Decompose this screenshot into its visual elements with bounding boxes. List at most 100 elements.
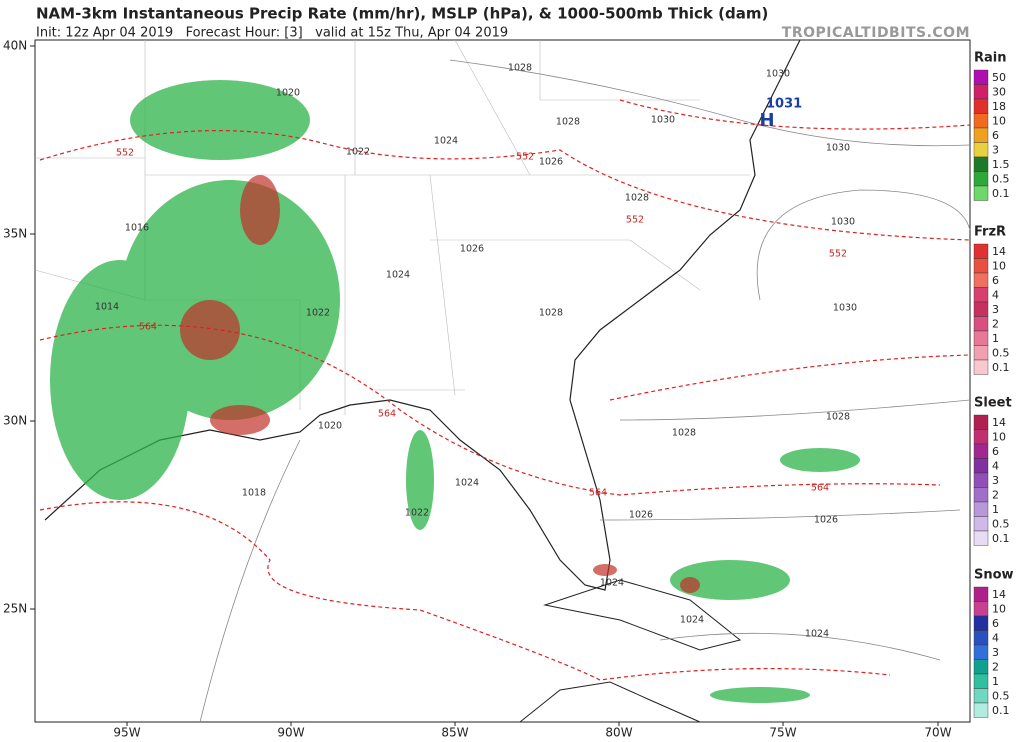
legend-swatch [973,487,989,503]
isobars [199,59,971,723]
thickness-line [39,324,941,496]
legend-level: 14 [992,416,1006,429]
thickness-label: 564 [589,488,607,499]
legend-level: 14 [992,245,1006,258]
legend-swatch [973,630,989,646]
isobar [659,632,941,661]
lat-label: 40N [3,39,27,53]
high-marker: H [759,110,774,131]
map-labels: 40N 35N 30N 25N 95W 90W 85W 80W 75W 70W 1028 1030 10… [3,39,952,740]
legend-swatch [973,142,989,158]
legend-level: 1 [992,503,999,516]
isobar-label: 1026 [629,510,653,521]
legend-swatch [973,272,989,288]
lon-label: 75W [769,726,796,740]
legend-swatch [973,185,989,201]
legend-level: 3 [992,474,999,487]
legend-level: 3 [992,303,999,316]
legend-swatch [973,359,989,375]
thickness-lines [39,99,971,681]
legend-level: 0.1 [992,704,1010,717]
legend-level: 6 [992,274,999,287]
legend-swatch [973,429,989,445]
legend-swatch [973,586,989,602]
legend-swatch [973,659,989,675]
thickness-label: 552 [829,249,847,260]
isobar-label: 1024 [805,629,829,640]
isobar [449,59,971,147]
precip-rain [50,80,860,703]
legend-level: 0.1 [992,361,1010,374]
legend-level: 6 [992,129,999,142]
isobar-label: 1028 [508,63,532,74]
legend-level: 10 [992,431,1006,444]
legend-swatch [973,644,989,660]
precip-heavy [180,175,700,593]
isobar-label: 1018 [242,488,266,499]
legend-level: 1 [992,332,999,345]
precip-area [710,687,810,703]
precip-core [593,564,617,576]
legend-level: 10 [992,115,1006,128]
isobar-label: 1028 [672,428,696,439]
legend-swatch [973,113,989,129]
precip-core [180,300,240,360]
legend-level: 18 [992,100,1006,113]
legend-swatch [973,127,989,143]
isobar-label: 1026 [460,244,484,255]
legend-swatch [973,472,989,488]
legend-level: 6 [992,445,999,458]
legend-level: 0.5 [992,173,1010,186]
legends: Rain50301810631.50.50.1FrzR1410643210.50… [973,51,1014,718]
isobar-label: 1026 [539,157,563,168]
isobar-label: 1030 [766,69,790,80]
thickness-line [39,130,971,241]
legend-swatch [973,530,989,546]
legend-swatch [973,673,989,689]
legend-level: 1.5 [992,158,1010,171]
legend-level: 10 [992,603,1006,616]
legend-level: 14 [992,588,1006,601]
thickness-label: 564 [139,322,157,333]
precip-area [406,430,434,530]
high-value: 1031 [766,97,802,112]
lon-label: 85W [441,726,468,740]
precip-core [240,175,280,245]
legend-level: 0.1 [992,187,1010,200]
legend-level: 0.1 [992,532,1010,545]
legend-swatch [973,316,989,332]
legend-level: 6 [992,617,999,630]
precip-area [780,448,860,472]
lon-label: 95W [113,726,140,740]
thickness-line [609,354,971,401]
legend-swatch [973,301,989,317]
thickness-label: 552 [116,148,134,159]
legend-swatch [973,601,989,617]
legend-level: 3 [992,646,999,659]
isobar-label: 1024 [600,578,624,589]
title: NAM-3km Instantaneous Precip Rate (mm/hr… [36,5,768,23]
thickness-label: 552 [516,152,534,163]
legend-level: 4 [992,632,999,645]
legend-swatch [973,287,989,303]
isobar-label: 1030 [833,303,857,314]
legend-swatch [973,330,989,346]
legend-swatch [973,702,989,718]
cuba [543,579,742,651]
isobar [599,509,961,521]
legend-level: 2 [992,489,999,502]
lon-label: 80W [605,726,632,740]
legend-swatch [973,69,989,85]
precip-area [670,560,790,600]
legend-swatch [973,414,989,430]
isobar [619,399,971,421]
site-name: TROPICALTIDBITS.COM [782,25,970,41]
isobar-label: 1028 [826,412,850,423]
isobar-label: 1024 [455,478,479,489]
lat-label: 25N [3,602,27,616]
isobar-label: 1028 [539,308,563,319]
legend-swatch [973,688,989,704]
isobar-label: 1030 [826,143,850,154]
isobar-label: 1024 [680,615,704,626]
